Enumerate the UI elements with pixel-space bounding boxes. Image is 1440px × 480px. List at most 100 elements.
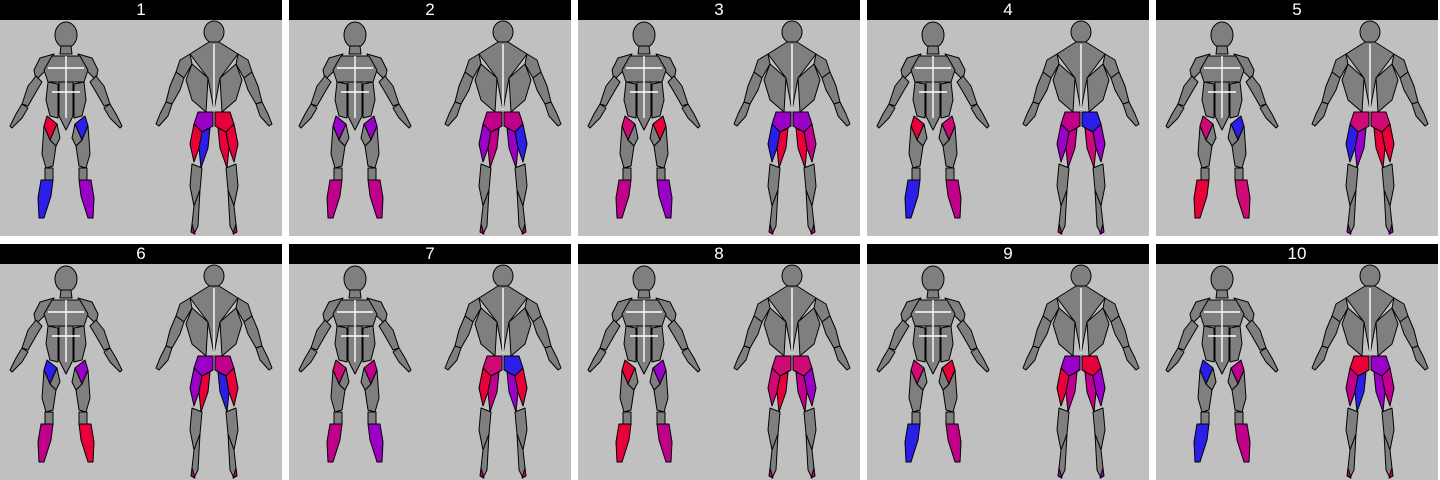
calf-front-left bbox=[37, 423, 54, 463]
triceps-left bbox=[1032, 71, 1052, 105]
muscle-diagram bbox=[1165, 264, 1429, 479]
hamstring-outer-right bbox=[514, 123, 528, 163]
knee-left bbox=[622, 167, 632, 181]
calf-front-left bbox=[37, 179, 54, 219]
back-figure bbox=[733, 264, 851, 479]
adductor-left bbox=[1205, 367, 1217, 391]
calf-front-left bbox=[1193, 179, 1210, 219]
knee-left bbox=[44, 411, 54, 425]
knee-left bbox=[911, 167, 921, 181]
front-figure bbox=[1165, 21, 1279, 219]
front-figure bbox=[298, 21, 412, 219]
lat-left bbox=[763, 63, 787, 113]
lat-right bbox=[1086, 63, 1110, 113]
panel-number: 9 bbox=[867, 244, 1149, 264]
knee-right bbox=[1234, 167, 1244, 181]
lower-leg-back-right bbox=[1094, 189, 1104, 235]
lat-left bbox=[1052, 307, 1076, 357]
lat-left bbox=[185, 63, 209, 113]
front-figure bbox=[876, 21, 990, 219]
forearm-left bbox=[876, 103, 896, 129]
lower-leg-back-right bbox=[516, 189, 526, 235]
lat-right bbox=[797, 63, 821, 113]
adductor-right bbox=[1227, 123, 1239, 147]
knee-right bbox=[78, 411, 88, 425]
lat-right bbox=[1375, 307, 1399, 357]
lat-right bbox=[219, 307, 243, 357]
forearm-back-right bbox=[833, 345, 851, 371]
front-figure bbox=[587, 21, 701, 219]
knee-left bbox=[333, 167, 343, 181]
panel-number: 4 bbox=[867, 0, 1149, 20]
neck bbox=[59, 45, 73, 55]
head bbox=[343, 265, 367, 293]
calf-front-right bbox=[945, 423, 962, 463]
oblique-right bbox=[362, 325, 376, 363]
biceps-left bbox=[310, 75, 332, 107]
biceps-right bbox=[667, 75, 689, 107]
panel-number: 7 bbox=[289, 244, 571, 264]
head bbox=[1359, 264, 1381, 288]
lat-right bbox=[508, 307, 532, 357]
muscle-panel: 7 bbox=[289, 244, 571, 480]
forearm-left bbox=[587, 103, 607, 129]
forearm-left bbox=[1165, 347, 1185, 373]
knee-left bbox=[333, 411, 343, 425]
hamstring-outer-right bbox=[1381, 367, 1395, 407]
hamstring-inner-left bbox=[487, 127, 500, 169]
forearm-right bbox=[681, 103, 701, 129]
knee-left bbox=[911, 411, 921, 425]
neck bbox=[926, 45, 940, 55]
front-figure bbox=[1165, 265, 1279, 463]
forearm-right bbox=[392, 103, 412, 129]
lower-leg-back-right bbox=[227, 433, 237, 479]
forearm-back-right bbox=[544, 345, 562, 371]
back-figure bbox=[1311, 20, 1429, 235]
knee-right bbox=[1234, 411, 1244, 425]
head bbox=[781, 264, 803, 288]
triceps-right bbox=[243, 71, 263, 105]
hamstring-outer-left bbox=[1056, 123, 1070, 163]
heel-left bbox=[1346, 467, 1352, 479]
forearm-right bbox=[681, 347, 701, 373]
calf-front-right bbox=[78, 423, 95, 463]
forearm-back-left bbox=[733, 101, 751, 127]
oblique-right bbox=[1229, 325, 1243, 363]
oblique-left bbox=[334, 81, 348, 119]
calf-front-left bbox=[326, 423, 343, 463]
hamstring-outer-left bbox=[189, 123, 203, 163]
hamstring-outer-right bbox=[225, 123, 239, 163]
hamstring-outer-left bbox=[478, 123, 492, 163]
lower-leg-back-left bbox=[1347, 189, 1357, 235]
oblique-left bbox=[45, 81, 59, 119]
adductor-right bbox=[1227, 367, 1239, 391]
lat-left bbox=[1052, 63, 1076, 113]
heel-right bbox=[232, 467, 238, 479]
biceps-left bbox=[888, 319, 910, 351]
hamstring-inner-left bbox=[1065, 127, 1078, 169]
lat-left bbox=[763, 307, 787, 357]
lat-right bbox=[797, 307, 821, 357]
adductor-right bbox=[938, 367, 950, 391]
front-figure bbox=[876, 265, 990, 463]
forearm-left bbox=[876, 347, 896, 373]
hamstring-outer-left bbox=[1345, 123, 1359, 163]
heel-right bbox=[232, 223, 238, 235]
heel-right bbox=[1388, 223, 1394, 235]
oblique-right bbox=[362, 81, 376, 119]
adductor-right bbox=[71, 123, 83, 147]
calf-front-right bbox=[78, 179, 95, 219]
calf-front-left bbox=[326, 179, 343, 219]
hamstring-inner-left bbox=[487, 371, 500, 413]
back-figure bbox=[444, 264, 562, 479]
neck bbox=[637, 45, 651, 55]
calf-front-right bbox=[367, 179, 384, 219]
neck bbox=[348, 45, 362, 55]
neck bbox=[1215, 45, 1229, 55]
adductor-right bbox=[360, 123, 372, 147]
adductor-right bbox=[360, 367, 372, 391]
knee-right bbox=[656, 167, 666, 181]
lat-left bbox=[1341, 63, 1365, 113]
triceps-left bbox=[743, 71, 763, 105]
calf-front-right bbox=[656, 423, 673, 463]
